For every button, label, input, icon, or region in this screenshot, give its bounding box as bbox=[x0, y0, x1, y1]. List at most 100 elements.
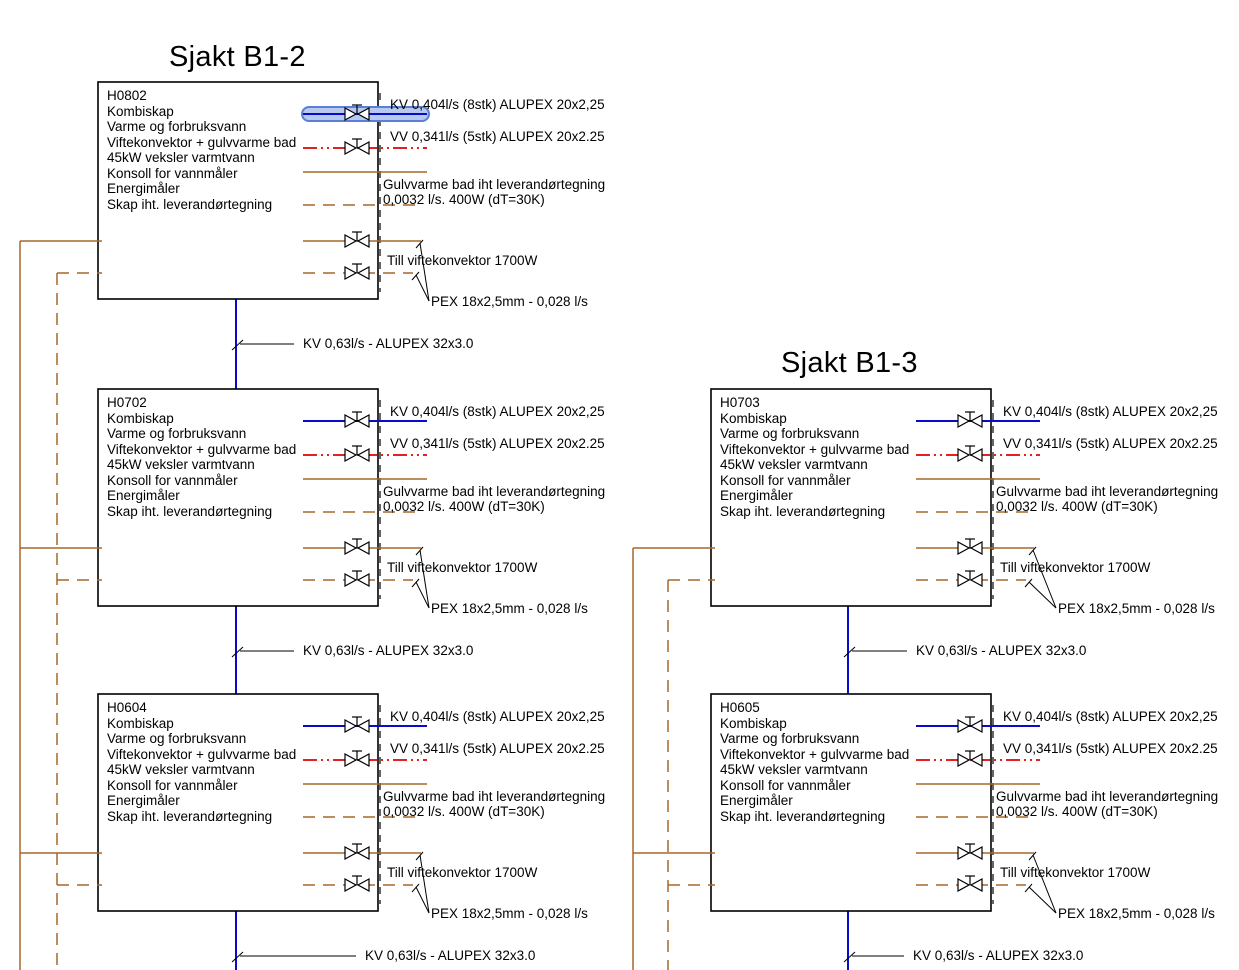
valve-icon[interactable] bbox=[957, 843, 983, 861]
viftekonvektor-label: Till viftekonvektor 1700W bbox=[387, 560, 538, 575]
pex-leader-arrow bbox=[411, 883, 420, 893]
valve-body[interactable] bbox=[957, 540, 983, 556]
pex-leader-arrow bbox=[411, 578, 420, 588]
viftekonvektor-label: Till viftekonvektor 1700W bbox=[1000, 865, 1151, 880]
cabinet-text-line: Viftekonvektor + gulvvarme bad bbox=[107, 746, 297, 762]
cabinet-text-line: Skap iht. leverandørtegning bbox=[720, 808, 886, 824]
pex-leader-arrow bbox=[415, 851, 424, 861]
gulvvarme-label-line1: Gulvvarme bad iht leverandørtegning bbox=[383, 177, 606, 192]
valve-icon[interactable] bbox=[344, 750, 370, 768]
valve-body[interactable] bbox=[957, 877, 983, 893]
kv-pipe-label: KV 0,404l/s (8stk) ALUPEX 20x2,25 bbox=[390, 709, 605, 724]
valve-body[interactable] bbox=[957, 845, 983, 861]
valve-icon[interactable] bbox=[344, 570, 370, 588]
valve-body[interactable] bbox=[957, 447, 983, 463]
riser-label-arrow bbox=[231, 951, 244, 963]
cabinet-text-line: Viftekonvektor + gulvvarme bad bbox=[107, 441, 297, 457]
pex-leader bbox=[419, 549, 430, 609]
kombiskap-box[interactable] bbox=[97, 693, 379, 912]
cabinet-text-line: Energimåler bbox=[720, 793, 793, 808]
pex-leader-arrow bbox=[415, 546, 424, 556]
cabinet-text: H0604 Kombiskap Varme og forbruksvann Vi… bbox=[107, 700, 296, 824]
kombiskap-box[interactable] bbox=[710, 693, 992, 912]
gulvvarme-label-line1: Gulvvarme bad iht leverandørtegning bbox=[996, 789, 1219, 804]
kv-riser-label: KV 0,63l/s - ALUPEX 32x3.0 bbox=[913, 948, 1084, 963]
valve-body[interactable] bbox=[344, 877, 370, 893]
cabinet-text-line: Konsoll for vannmåler bbox=[107, 777, 238, 793]
valve-icon[interactable] bbox=[344, 231, 370, 249]
valve-icon[interactable] bbox=[957, 875, 983, 893]
valve-icon[interactable] bbox=[344, 138, 370, 156]
valve-icon[interactable] bbox=[957, 570, 983, 588]
riser-label-arrow bbox=[231, 646, 244, 658]
valve-body[interactable] bbox=[344, 106, 370, 122]
cabinet-text-line: Energimåler bbox=[107, 793, 180, 808]
shaft-title: Sjakt B1-2 bbox=[169, 41, 306, 73]
valve-body[interactable] bbox=[957, 752, 983, 768]
valve-icon[interactable] bbox=[344, 445, 370, 463]
valve-icon[interactable] bbox=[344, 875, 370, 893]
cabinet-text: H0605 Kombiskap Varme og forbruksvann Vi… bbox=[720, 700, 909, 824]
cabinet-text-line: H0604 bbox=[107, 700, 147, 715]
cabinet-text-line: Kombiskap bbox=[720, 410, 787, 426]
vv-pipe-label: VV 0,341l/s (5stk) ALUPEX 20x2.25 bbox=[390, 129, 605, 144]
pex-leader-arrow bbox=[1024, 883, 1033, 893]
valve-body[interactable] bbox=[957, 413, 983, 429]
cabinet-text: H0702 Kombiskap Varme og forbruksvann Vi… bbox=[107, 395, 296, 519]
valve-body[interactable] bbox=[344, 413, 370, 429]
valve-body[interactable] bbox=[957, 718, 983, 734]
kv-riser-label: KV 0,63l/s - ALUPEX 32x3.0 bbox=[365, 948, 536, 963]
valve-icon[interactable] bbox=[957, 445, 983, 463]
valve-body[interactable] bbox=[957, 572, 983, 588]
kv-pipe-label: KV 0,404l/s (8stk) ALUPEX 20x2,25 bbox=[1003, 404, 1218, 419]
kv-riser-label: KV 0,63l/s - ALUPEX 32x3.0 bbox=[303, 643, 474, 658]
valve-icon[interactable] bbox=[344, 538, 370, 556]
valve-body[interactable] bbox=[344, 718, 370, 734]
cabinet-text-line: H0702 bbox=[107, 395, 147, 410]
pex-leader bbox=[1032, 854, 1057, 914]
valve-body[interactable] bbox=[344, 752, 370, 768]
valve-body[interactable] bbox=[344, 140, 370, 156]
gulvvarme-label-line1: Gulvvarme bad iht leverandørtegning bbox=[383, 484, 606, 499]
cabinet-text-line: Konsoll for vannmåler bbox=[107, 472, 238, 488]
pex-label: PEX 18x2,5mm - 0,028 l/s bbox=[1058, 601, 1215, 616]
riser-label-arrow bbox=[231, 339, 244, 351]
valve-icon[interactable] bbox=[344, 411, 370, 429]
kombiskap-box[interactable] bbox=[97, 388, 379, 607]
valve-icon[interactable] bbox=[344, 263, 370, 281]
valve-icon[interactable] bbox=[957, 750, 983, 768]
kombiskap-box[interactable] bbox=[710, 388, 992, 607]
valve-icon[interactable] bbox=[957, 538, 983, 556]
valve-icon[interactable] bbox=[344, 843, 370, 861]
valve-icon[interactable] bbox=[344, 716, 370, 734]
valve-body[interactable] bbox=[344, 447, 370, 463]
valve-body[interactable] bbox=[344, 540, 370, 556]
valve-icon[interactable] bbox=[957, 411, 983, 429]
cabinet-text-line: Skap iht. leverandørtegning bbox=[107, 808, 273, 824]
cabinet-text-line: 45kW veksler varmtvann bbox=[107, 457, 255, 472]
valve-body[interactable] bbox=[344, 233, 370, 249]
valve-body[interactable] bbox=[344, 572, 370, 588]
cabinet-text-line: Konsoll for vannmåler bbox=[107, 165, 238, 181]
valve-body[interactable] bbox=[344, 265, 370, 281]
cabinet-text-line: Kombiskap bbox=[107, 103, 174, 119]
cabinet-text-line: Skap iht. leverandørtegning bbox=[107, 196, 273, 212]
valve-icon[interactable] bbox=[344, 104, 370, 122]
kombiskap-box[interactable] bbox=[97, 81, 379, 300]
pex-label: PEX 18x2,5mm - 0,028 l/s bbox=[1058, 906, 1215, 921]
viftekonvektor-label: Till viftekonvektor 1700W bbox=[1000, 560, 1151, 575]
pex-label: PEX 18x2,5mm - 0,028 l/s bbox=[431, 601, 588, 616]
gulvvarme-label-line2: 0,0032 l/s. 400W (dT=30K) bbox=[383, 499, 545, 514]
pex-leader bbox=[1028, 581, 1057, 609]
cabinet-text-line: Viftekonvektor + gulvvarme bad bbox=[720, 441, 910, 457]
cabinet-text-line: Skap iht. leverandørtegning bbox=[720, 503, 886, 519]
kv-riser-label: KV 0,63l/s - ALUPEX 32x3.0 bbox=[303, 336, 474, 351]
valve-body[interactable] bbox=[344, 845, 370, 861]
cabinet-text-line: Varme og forbruksvann bbox=[720, 731, 860, 746]
cabinet-text-line: Energimåler bbox=[720, 488, 793, 503]
pex-leader-arrow bbox=[1028, 546, 1037, 556]
valve-icon[interactable] bbox=[957, 716, 983, 734]
cabinet-text-line: Kombiskap bbox=[720, 715, 787, 731]
